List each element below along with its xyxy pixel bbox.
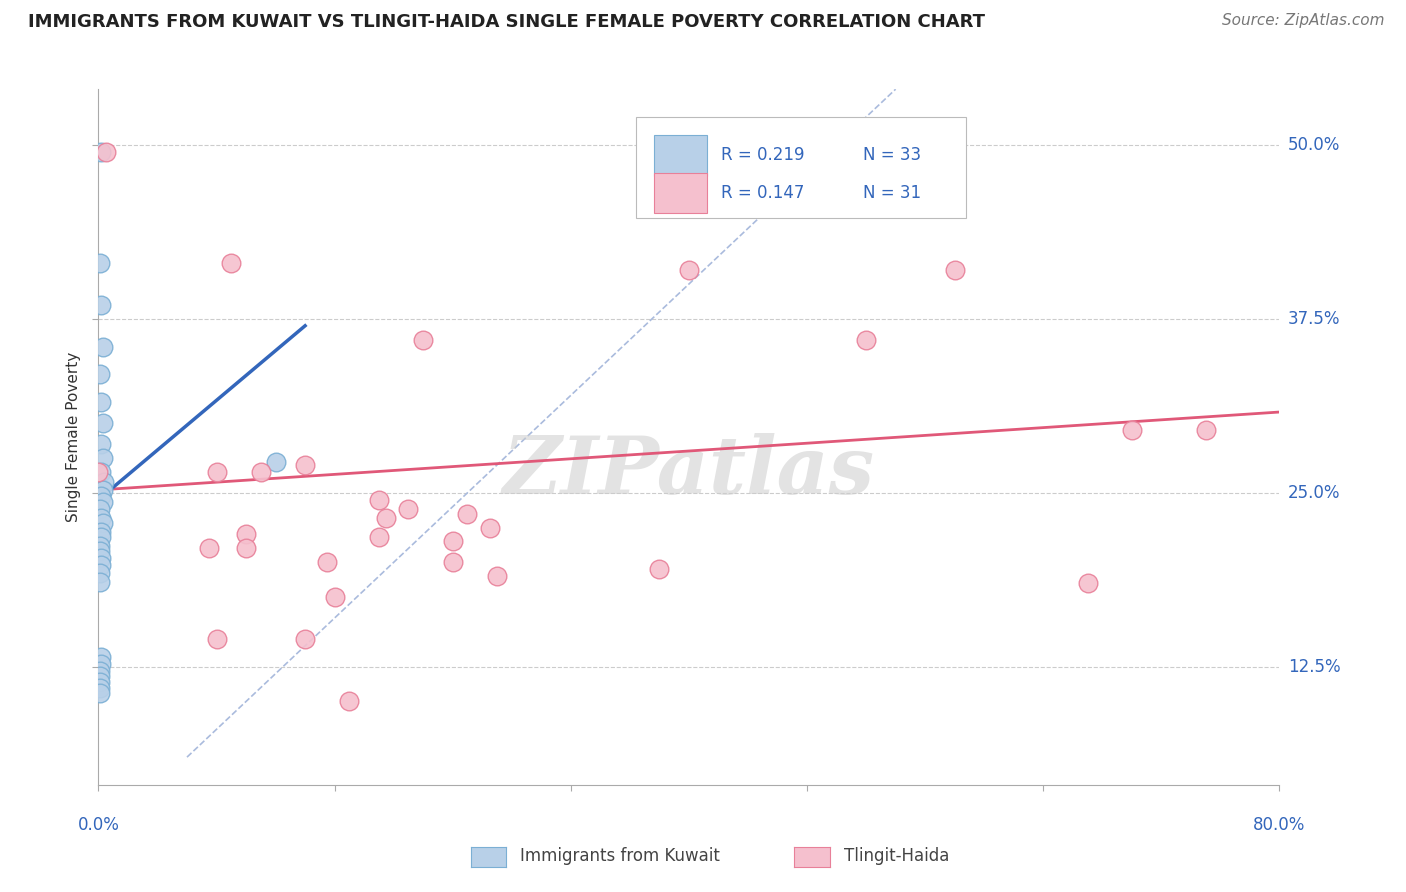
Text: 37.5%: 37.5% <box>1288 310 1340 327</box>
Text: 12.5%: 12.5% <box>1288 657 1340 675</box>
Point <box>368 530 391 544</box>
Point <box>375 510 398 524</box>
Point <box>205 465 228 479</box>
Point <box>1077 576 1099 591</box>
FancyBboxPatch shape <box>654 172 707 213</box>
Text: R = 0.147: R = 0.147 <box>721 184 804 202</box>
Point <box>294 632 316 646</box>
Point <box>478 520 501 534</box>
Point <box>89 256 111 270</box>
Text: ZIPatlas: ZIPatlas <box>503 434 875 510</box>
Point <box>90 465 112 479</box>
Point <box>90 657 112 671</box>
Point <box>91 416 114 430</box>
Text: Source: ZipAtlas.com: Source: ZipAtlas.com <box>1222 13 1385 29</box>
Point <box>90 510 112 524</box>
Text: N = 33: N = 33 <box>862 146 921 164</box>
Text: IMMIGRANTS FROM KUWAIT VS TLINGIT-HAIDA SINGLE FEMALE POVERTY CORRELATION CHART: IMMIGRANTS FROM KUWAIT VS TLINGIT-HAIDA … <box>28 13 986 31</box>
Point <box>412 333 434 347</box>
Point <box>89 539 111 553</box>
Point <box>1121 423 1143 437</box>
Text: R = 0.219: R = 0.219 <box>721 146 804 164</box>
Point <box>91 450 114 465</box>
Point <box>90 437 112 451</box>
Point <box>91 516 114 531</box>
Point <box>89 566 111 581</box>
Point <box>90 489 112 503</box>
Point <box>87 465 110 479</box>
Text: 80.0%: 80.0% <box>1253 815 1306 833</box>
Text: N = 31: N = 31 <box>862 184 921 202</box>
FancyBboxPatch shape <box>654 136 707 176</box>
Point <box>89 675 111 690</box>
Point <box>91 495 114 509</box>
Point <box>205 632 228 646</box>
Point <box>198 541 221 556</box>
Point <box>250 465 273 479</box>
Point <box>219 256 242 270</box>
Text: Immigrants from Kuwait: Immigrants from Kuwait <box>520 847 720 865</box>
Point <box>91 340 114 354</box>
Point <box>94 145 117 159</box>
Point <box>93 475 115 489</box>
Text: 0.0%: 0.0% <box>77 815 120 833</box>
Text: 50.0%: 50.0% <box>1288 136 1340 153</box>
Point <box>89 669 111 683</box>
Point <box>91 483 114 497</box>
Point <box>89 681 111 695</box>
Point <box>855 333 877 347</box>
Point <box>648 562 671 576</box>
Point <box>1195 423 1218 437</box>
Point <box>235 527 257 541</box>
Point <box>89 664 111 678</box>
Point <box>90 530 112 544</box>
Point <box>441 555 464 569</box>
Text: 25.0%: 25.0% <box>1288 483 1340 501</box>
Point <box>89 574 111 589</box>
Point <box>90 298 112 312</box>
Text: Tlingit-Haida: Tlingit-Haida <box>844 847 949 865</box>
Point <box>486 569 509 583</box>
Point <box>678 263 700 277</box>
Point <box>90 558 112 573</box>
Point <box>89 368 111 382</box>
Point <box>441 534 464 549</box>
Point <box>456 507 478 521</box>
Point <box>337 694 360 708</box>
Point <box>89 544 111 558</box>
Point <box>294 458 316 472</box>
Point <box>90 145 112 159</box>
FancyBboxPatch shape <box>636 117 966 218</box>
Point <box>89 502 111 516</box>
Point <box>264 455 287 469</box>
Point <box>235 541 257 556</box>
Point <box>90 649 112 664</box>
Point <box>396 502 419 516</box>
Point <box>323 590 346 604</box>
Point <box>89 686 111 700</box>
Point <box>90 551 112 566</box>
Point <box>943 263 966 277</box>
Point <box>316 555 339 569</box>
Point <box>368 492 391 507</box>
Y-axis label: Single Female Poverty: Single Female Poverty <box>66 352 82 522</box>
Point <box>90 524 112 539</box>
Point <box>90 395 112 409</box>
